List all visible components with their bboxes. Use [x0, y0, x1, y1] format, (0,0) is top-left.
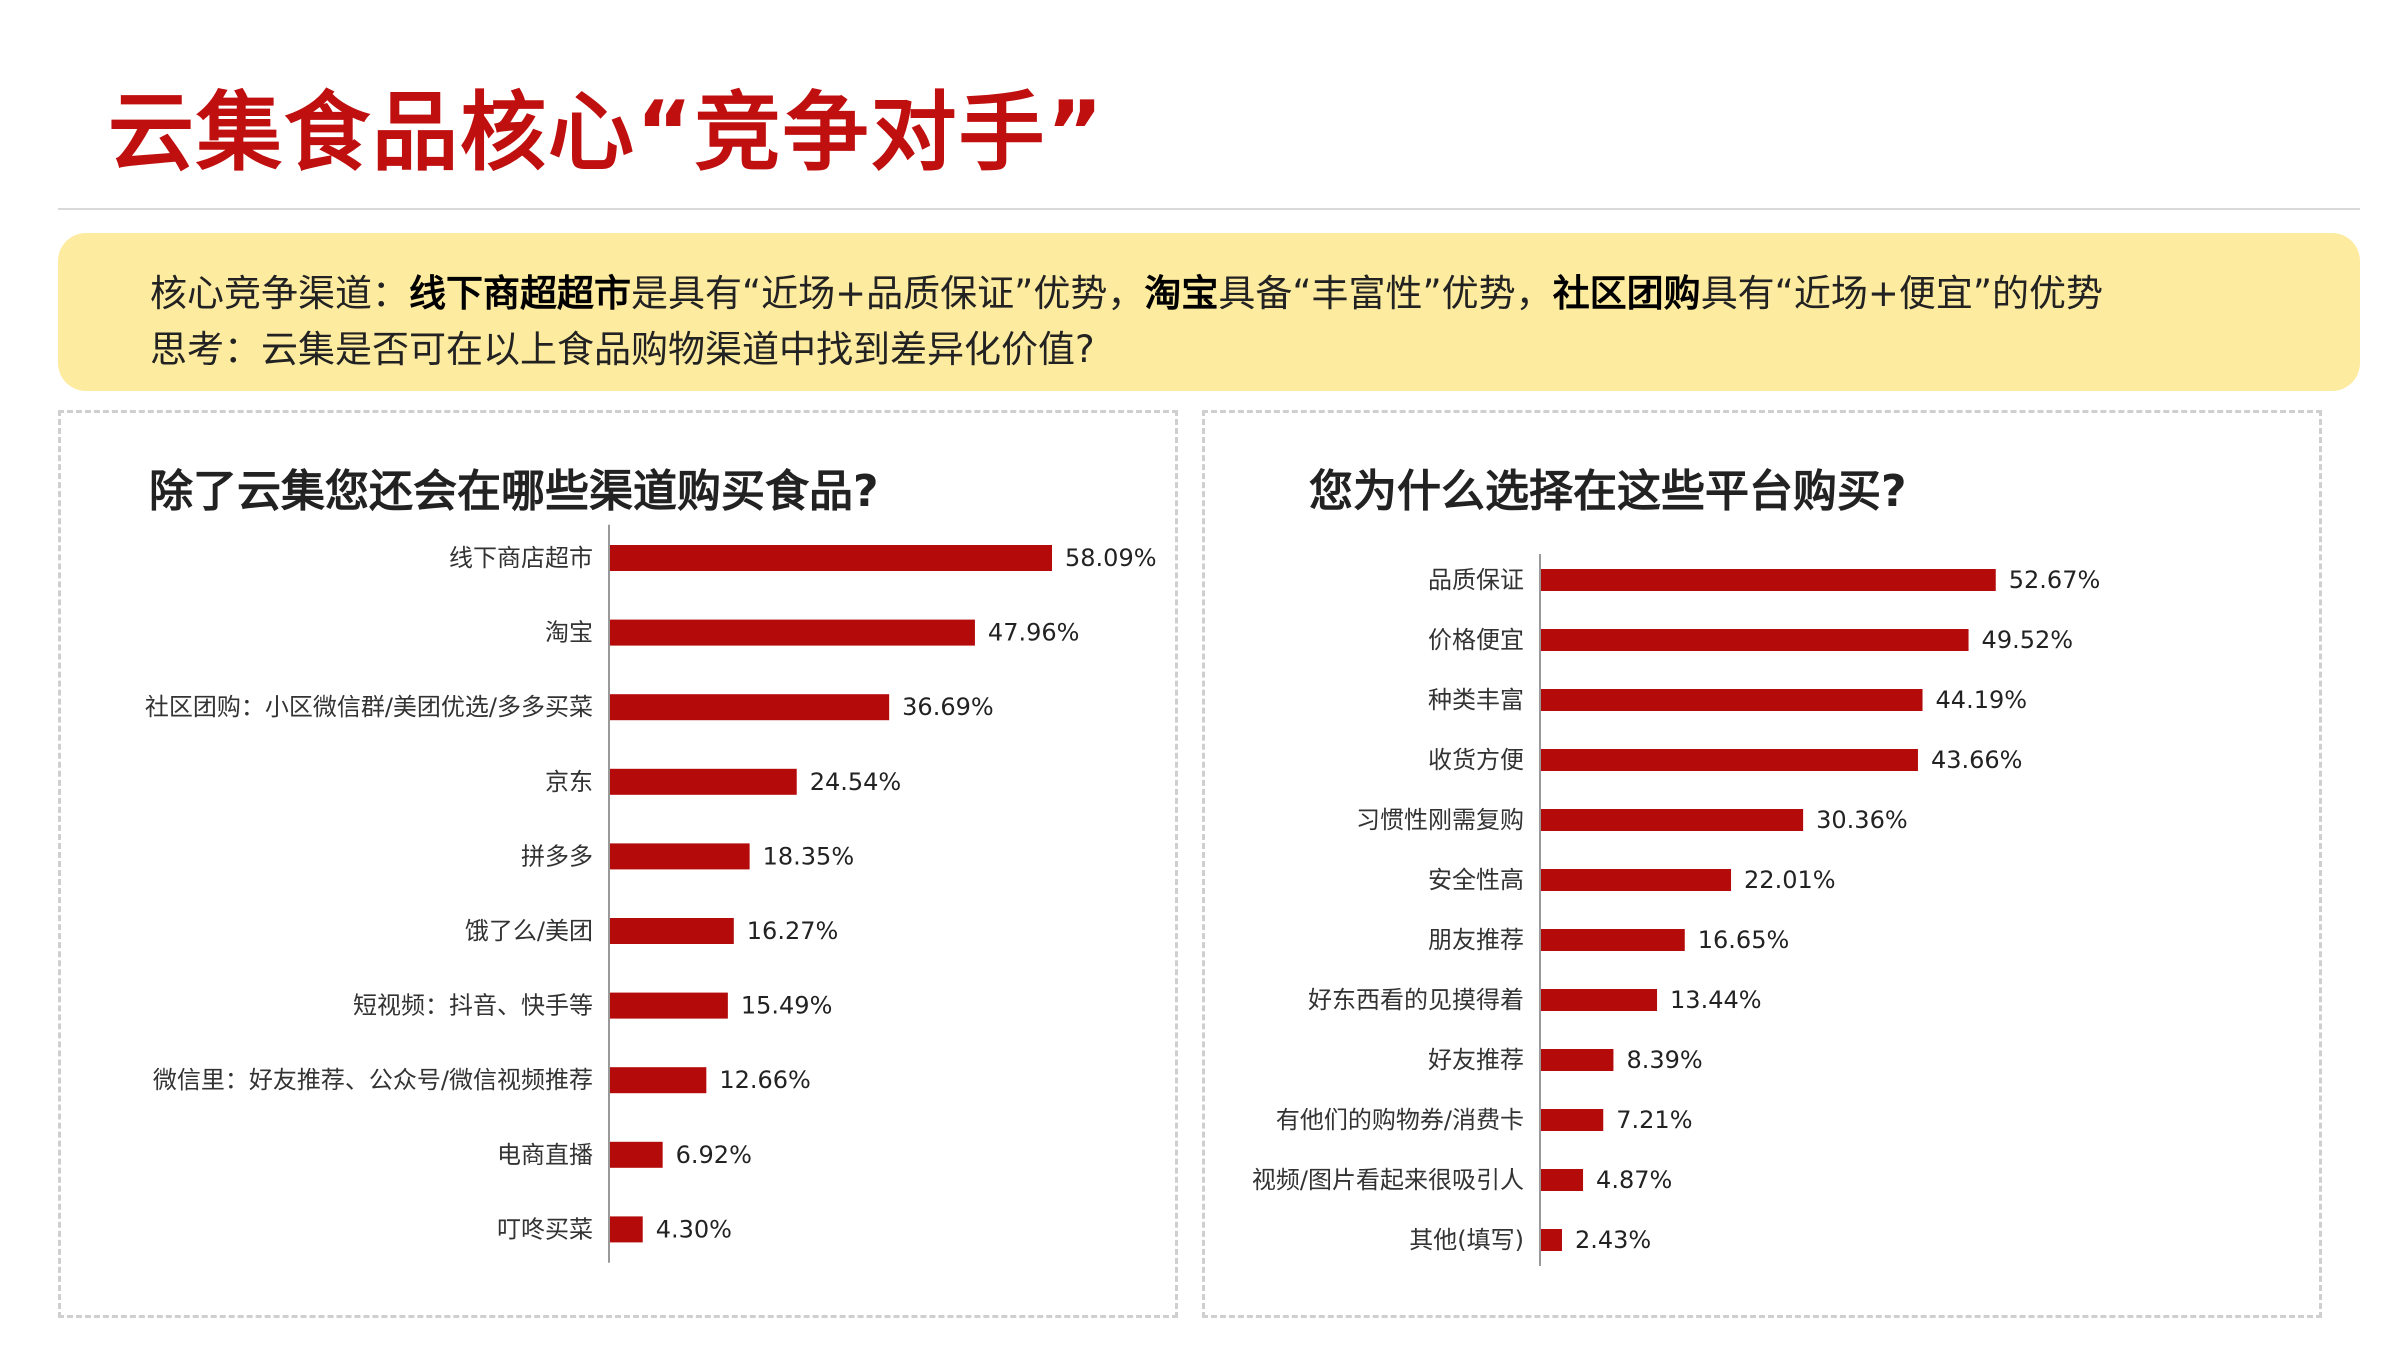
reasons-chart-panel: 您为什么选择在这些平台购买? 品质保证 52.67% 价格便宜 49.52% 种类丰富 4… [1202, 410, 2322, 1318]
channel-category-label: 短视频：抖音、快手等 [353, 992, 593, 1020]
callout-highlight: 线下商超超市 [409, 272, 631, 315]
callout-text: 具有“近场+便宜”的优势 [1700, 272, 2104, 315]
reason-category-label: 种类丰富 [1428, 686, 1524, 714]
callout-line-thinking: 思考：云集是否可在以上食品购物渠道中找到差异化价值? [150, 328, 1095, 371]
channel-value-label: 16.27% [747, 917, 839, 945]
channel-category-label: 拼多多 [521, 842, 593, 870]
callout-highlight: 淘宝 [1144, 272, 1219, 315]
reasons-chart-title: 您为什么选择在这些平台购买? [1309, 466, 1907, 517]
reason-value-label: 2.43% [1575, 1226, 1651, 1254]
reason-category-label: 安全性高 [1428, 866, 1524, 894]
channel-value-label: 47.96% [988, 619, 1080, 647]
channel-category-label: 淘宝 [545, 619, 593, 647]
insight-callout: 核心竞争渠道：线下商超超市是具有“近场+品质保证”优势，淘宝具备“丰富性”优势，… [58, 233, 2360, 391]
callout-text: 核心竞争渠道： [150, 272, 409, 315]
reason-bar [1541, 869, 1732, 891]
page-title: 云集食品核心“竞争对手” [108, 83, 1106, 183]
channel-category-label: 线下商店超市 [449, 544, 593, 572]
reason-value-label: 52.67% [2009, 566, 2101, 594]
reason-category-label: 习惯性刚需复购 [1356, 806, 1524, 834]
reason-bar [1541, 929, 1685, 951]
reason-category-label: 视频/图片看起来很吸引人 [1252, 1166, 1524, 1194]
channels-bar-chart: 线下商店超市 58.09% 淘宝 47.96% 社区团购：小区微信群/美团优选/多多买菜… [145, 524, 1157, 1263]
channel-category-label: 京东 [545, 768, 593, 796]
reason-value-label: 16.65% [1698, 926, 1790, 954]
reason-bar [1541, 629, 1969, 651]
callout-text: 具备“丰富性”优势， [1218, 272, 1553, 315]
reason-value-label: 22.01% [1744, 866, 1836, 894]
channel-bar [610, 992, 728, 1019]
channel-bar [610, 843, 750, 870]
reason-bar [1541, 689, 1923, 711]
callout-text: 是具有“近场+品质保证”优势， [631, 272, 1145, 315]
reason-value-label: 43.66% [1931, 746, 2023, 774]
channel-bar [610, 545, 1052, 571]
channel-bar [610, 918, 734, 944]
channel-value-label: 15.49% [741, 992, 833, 1020]
channel-category-label: 叮咚买菜 [497, 1215, 593, 1243]
channel-category-label: 饿了么/美团 [465, 917, 593, 945]
channel-value-label: 24.54% [810, 768, 902, 796]
reason-category-label: 朋友推荐 [1428, 926, 1524, 954]
channel-bar [610, 694, 890, 721]
channel-value-label: 36.69% [902, 693, 994, 721]
header-divider [58, 208, 2360, 210]
reason-bar [1541, 749, 1918, 771]
reason-value-label: 7.21% [1616, 1106, 1692, 1134]
reason-category-label: 品质保证 [1428, 566, 1524, 594]
channel-value-label: 58.09% [1065, 544, 1157, 572]
reason-category-label: 收货方便 [1428, 746, 1524, 774]
reason-category-label: 好东西看的见摸得着 [1308, 986, 1524, 1014]
reason-bar [1541, 1109, 1604, 1131]
channel-category-label: 电商直播 [497, 1141, 593, 1169]
callout-highlight: 社区团购 [1552, 272, 1701, 315]
channel-category-label: 社区团购：小区微信群/美团优选/多多买菜 [145, 693, 593, 721]
reason-category-label: 其他(填写) [1409, 1226, 1524, 1254]
reason-bar [1541, 1169, 1584, 1191]
reason-bar [1541, 809, 1804, 831]
reason-bar [1541, 1229, 1562, 1251]
reason-category-label: 价格便宜 [1428, 626, 1524, 654]
channels-chart-panel: 除了云集您还会在哪些渠道购买食品? 线下商店超市 58.09% 淘宝 47.96% 社区… [58, 410, 1178, 1318]
channel-bar [610, 619, 975, 646]
reason-value-label: 13.44% [1670, 986, 1762, 1014]
reason-value-label: 49.52% [1982, 626, 2074, 654]
reason-category-label: 好友推荐 [1428, 1046, 1524, 1074]
channel-bar [610, 1216, 643, 1243]
channel-value-label: 18.35% [763, 842, 855, 870]
channels-chart-title: 除了云集您还会在哪些渠道购买食品? [149, 466, 879, 517]
reason-bar [1541, 1049, 1614, 1071]
reason-value-label: 8.39% [1626, 1046, 1702, 1074]
reasons-bar-chart: 品质保证 52.67% 价格便宜 49.52% 种类丰富 44.19% 收货方便 43.66%… [1252, 554, 2101, 1266]
reason-value-label: 30.36% [1816, 806, 1908, 834]
callout-line-channels: 核心竞争渠道：线下商超超市是具有“近场+品质保证”优势，淘宝具备“丰富性”优势，… [150, 263, 2103, 317]
channel-bar [610, 768, 797, 795]
channel-value-label: 6.92% [676, 1141, 752, 1169]
channel-category-label: 微信里：好友推荐、公众号/微信视频推荐 [153, 1066, 593, 1094]
channel-value-label: 4.30% [656, 1215, 732, 1243]
reason-bar [1541, 989, 1658, 1011]
reason-bar [1541, 569, 1996, 591]
reason-category-label: 有他们的购物券/消费卡 [1276, 1106, 1524, 1134]
reason-value-label: 44.19% [1936, 686, 2028, 714]
reason-value-label: 4.87% [1596, 1166, 1672, 1194]
channel-value-label: 12.66% [719, 1066, 811, 1094]
channel-bar [610, 1141, 663, 1168]
channel-bar [610, 1067, 707, 1094]
